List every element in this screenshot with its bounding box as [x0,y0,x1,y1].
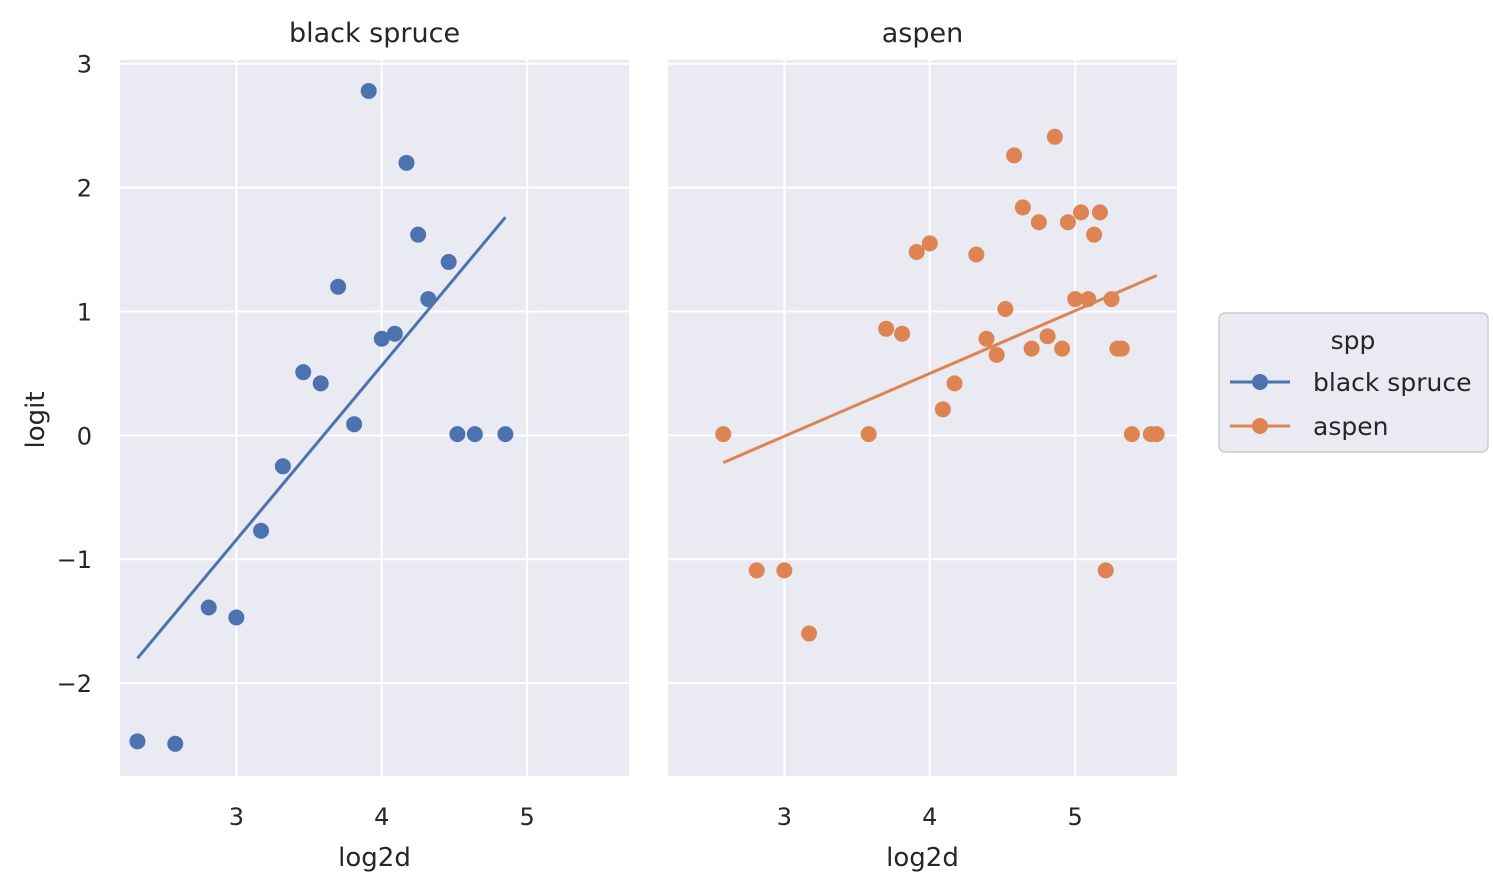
data-point [420,291,437,308]
x-tick-labels: 3 4 5 [777,803,1083,831]
fit-line [722,274,1158,464]
facet-panel-black-spruce: black spruce 3 4 5 −2 −1 0 1 2 3 log2d [57,18,629,873]
data-point [748,562,765,579]
data-point [1054,340,1071,357]
data-point [1046,128,1063,145]
y-tick-label: −2 [57,670,92,698]
data-point [878,320,895,337]
data-point [410,226,427,243]
legend-title: spp [1331,326,1376,355]
data-point [1073,204,1090,221]
data-point [228,609,245,626]
data-marks [715,128,1165,642]
data-point [978,330,995,347]
y-tick-labels: −2 −1 0 1 2 3 [57,51,92,698]
data-point [908,244,925,261]
y-tick-label: 1 [77,298,92,326]
y-tick-label: 3 [77,51,92,79]
x-axis-label: log2d [338,843,411,873]
data-point [200,599,217,616]
data-point [934,401,951,418]
legend-entry-black-spruce: black spruce [1230,368,1471,397]
data-point [1023,340,1040,357]
data-point [988,346,1005,363]
data-point [167,735,184,752]
legend-label-aspen: aspen [1313,412,1388,441]
legend-frame [1218,312,1489,453]
data-point [997,300,1014,317]
data-point [1014,199,1031,216]
plot-area-background [120,60,629,776]
data-point [497,426,514,443]
data-point [860,426,877,443]
legend-marker-swatch [1252,374,1268,390]
data-point [1086,226,1103,243]
data-point [386,325,403,342]
data-point [1103,291,1120,308]
data-point [968,246,985,263]
data-point [330,278,347,295]
x-tick-label: 3 [777,803,792,831]
data-point [921,235,938,252]
y-tick-label: 2 [77,175,92,203]
fit-line [136,216,507,660]
y-axis-label: logit [21,391,51,448]
plot-area-background [668,60,1177,776]
data-point [1123,426,1140,443]
data-point [360,82,377,99]
legend-entry-aspen: aspen [1230,412,1388,441]
y-tick-label: 0 [77,422,92,450]
gridlines [120,60,629,776]
data-point [801,625,818,642]
data-point [274,458,291,475]
x-tick-label: 3 [229,803,244,831]
legend-marker-swatch [1252,418,1268,434]
x-tick-label: 4 [374,803,389,831]
data-point [466,426,483,443]
data-point [373,330,390,347]
data-point [1059,214,1076,231]
data-point [295,364,312,381]
data-point [1113,340,1130,357]
data-point [1067,291,1084,308]
x-tick-label: 5 [1068,803,1083,831]
facet-panel-aspen: aspen 3 4 5 log2d [668,18,1177,873]
facet-title-black-spruce: black spruce [289,18,460,49]
x-tick-labels: 3 4 5 [229,803,535,831]
y-tick-label: −1 [57,546,92,574]
legend: spp black spruce aspen [1218,312,1489,453]
data-point [312,375,329,392]
data-point [129,733,146,750]
data-point [449,426,466,443]
data-point [1148,426,1165,443]
x-axis-label: log2d [886,843,959,873]
data-point [346,416,363,433]
data-point [1039,328,1056,345]
data-marks [129,82,514,752]
facet-title-aspen: aspen [882,18,963,49]
data-point [440,253,457,270]
data-point [894,325,911,342]
gridlines [668,60,1177,776]
data-point [1030,214,1047,231]
x-tick-label: 5 [520,803,535,831]
data-point [715,426,732,443]
data-point [1080,291,1097,308]
data-point [1091,204,1108,221]
data-point [398,154,415,171]
data-point [1006,147,1023,164]
data-point [946,375,963,392]
data-point [1097,562,1114,579]
data-point [776,562,793,579]
x-tick-label: 4 [922,803,937,831]
legend-label-black-spruce: black spruce [1313,368,1471,397]
data-point [253,522,270,539]
